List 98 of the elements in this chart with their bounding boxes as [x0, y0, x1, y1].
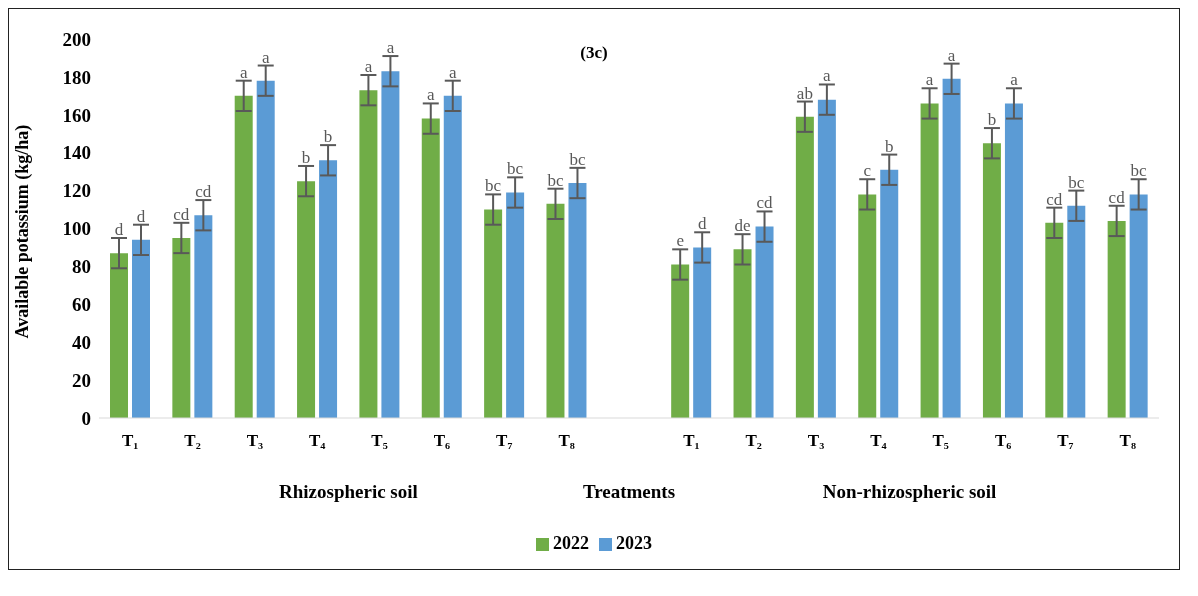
bar	[256, 80, 275, 418]
data-label: bc	[569, 149, 586, 169]
chart-title: (3c)	[580, 43, 608, 62]
bar	[297, 181, 316, 418]
data-label: de	[734, 216, 751, 236]
x-tick-label: T₇	[1057, 431, 1074, 451]
bar	[194, 215, 213, 418]
bar	[733, 249, 752, 418]
bar	[319, 160, 338, 418]
x-tick-label: T₈	[1119, 431, 1137, 451]
bar	[484, 209, 503, 418]
bar	[234, 95, 253, 418]
bar	[858, 194, 877, 418]
y-tick-label: 20	[72, 369, 91, 391]
legend-label: 2023	[616, 533, 652, 553]
data-label: c	[863, 161, 872, 181]
bar	[1004, 103, 1023, 418]
bar	[920, 103, 939, 418]
bar	[817, 99, 836, 418]
data-label: cd	[173, 204, 190, 224]
bar	[942, 78, 961, 418]
data-label: ab	[796, 83, 813, 103]
y-axis-title: Available potassium (kg/ha)	[12, 124, 34, 339]
data-label: d	[697, 214, 707, 234]
bar	[172, 237, 191, 418]
bar	[381, 71, 400, 418]
y-tick-label: 100	[62, 218, 91, 240]
bar	[110, 253, 128, 418]
x-tick-label: T₆	[994, 431, 1012, 451]
y-tick-label: 160	[62, 104, 91, 126]
data-label: a	[364, 57, 373, 77]
bar	[1067, 205, 1086, 418]
x-tick-label: T₇	[496, 431, 513, 451]
data-label: a	[386, 38, 395, 58]
bar	[443, 95, 462, 418]
y-tick-label: 140	[62, 142, 91, 164]
y-tick-label: 180	[62, 66, 91, 88]
data-label: a	[823, 66, 832, 86]
y-tick-label: 200	[62, 28, 91, 50]
data-label: bc	[1130, 161, 1148, 181]
data-label: bc	[507, 159, 524, 179]
legend-label: 2022	[553, 533, 589, 553]
bar	[755, 226, 774, 418]
data-label: a	[947, 45, 956, 65]
data-label: d	[136, 206, 146, 226]
x-tick-label: T₂	[745, 431, 762, 451]
data-label: cd	[1108, 187, 1126, 207]
text: Rhizospheric soil	[278, 481, 419, 503]
bar	[421, 118, 440, 418]
x-tick-label: T₃	[807, 431, 825, 451]
data-label: bc	[547, 170, 564, 190]
bar	[1045, 222, 1064, 418]
x-tick-label: T₅	[371, 431, 388, 451]
y-tick-label: 60	[72, 294, 91, 316]
x-tick-label: T₅	[932, 431, 949, 451]
data-label: a	[925, 70, 934, 90]
data-label: bc	[485, 176, 502, 196]
data-label: a	[448, 62, 457, 82]
bar	[795, 116, 814, 418]
bar	[693, 247, 712, 418]
x-tick-label: T₁	[683, 431, 700, 451]
y-tick-label: 120	[62, 180, 91, 202]
bar	[132, 239, 150, 418]
x-tick-label: T₁	[121, 431, 139, 451]
x-tick-label: T₃	[246, 431, 264, 451]
data-label: bc	[1068, 172, 1085, 192]
x-tick-label: T₆	[433, 431, 451, 451]
bar	[359, 90, 378, 418]
data-label: b	[323, 127, 333, 147]
bar	[1129, 194, 1148, 418]
bar	[1107, 220, 1126, 418]
data-label: cd	[195, 182, 212, 202]
data-label: cd	[1046, 189, 1063, 209]
data-label: a	[239, 62, 248, 82]
data-label: b	[987, 110, 997, 130]
bar	[506, 192, 525, 418]
x-tick-label: T₄	[309, 431, 326, 451]
data-label: a	[261, 47, 270, 67]
data-label: a	[426, 85, 435, 105]
y-tick-label: 40	[72, 331, 91, 353]
x-axis-title: Treatments	[581, 481, 677, 503]
text: Non-rhizospheric soil	[821, 481, 998, 503]
data-label: d	[114, 219, 124, 239]
data-label: e	[676, 231, 684, 251]
data-label: b	[884, 136, 894, 156]
data-label: a	[1010, 70, 1019, 90]
x-tick-label: T₈	[558, 431, 575, 451]
bar	[671, 264, 690, 418]
x-tick-label: T₄	[870, 431, 887, 451]
bar	[568, 183, 587, 418]
y-tick-label: 0	[81, 407, 91, 429]
x-tick-label: T₂	[184, 431, 201, 451]
data-label: cd	[756, 193, 774, 213]
y-tick-label: 80	[72, 256, 91, 278]
bar	[880, 169, 899, 418]
bar	[546, 203, 565, 418]
data-label: b	[301, 147, 311, 167]
bar	[982, 143, 1001, 418]
